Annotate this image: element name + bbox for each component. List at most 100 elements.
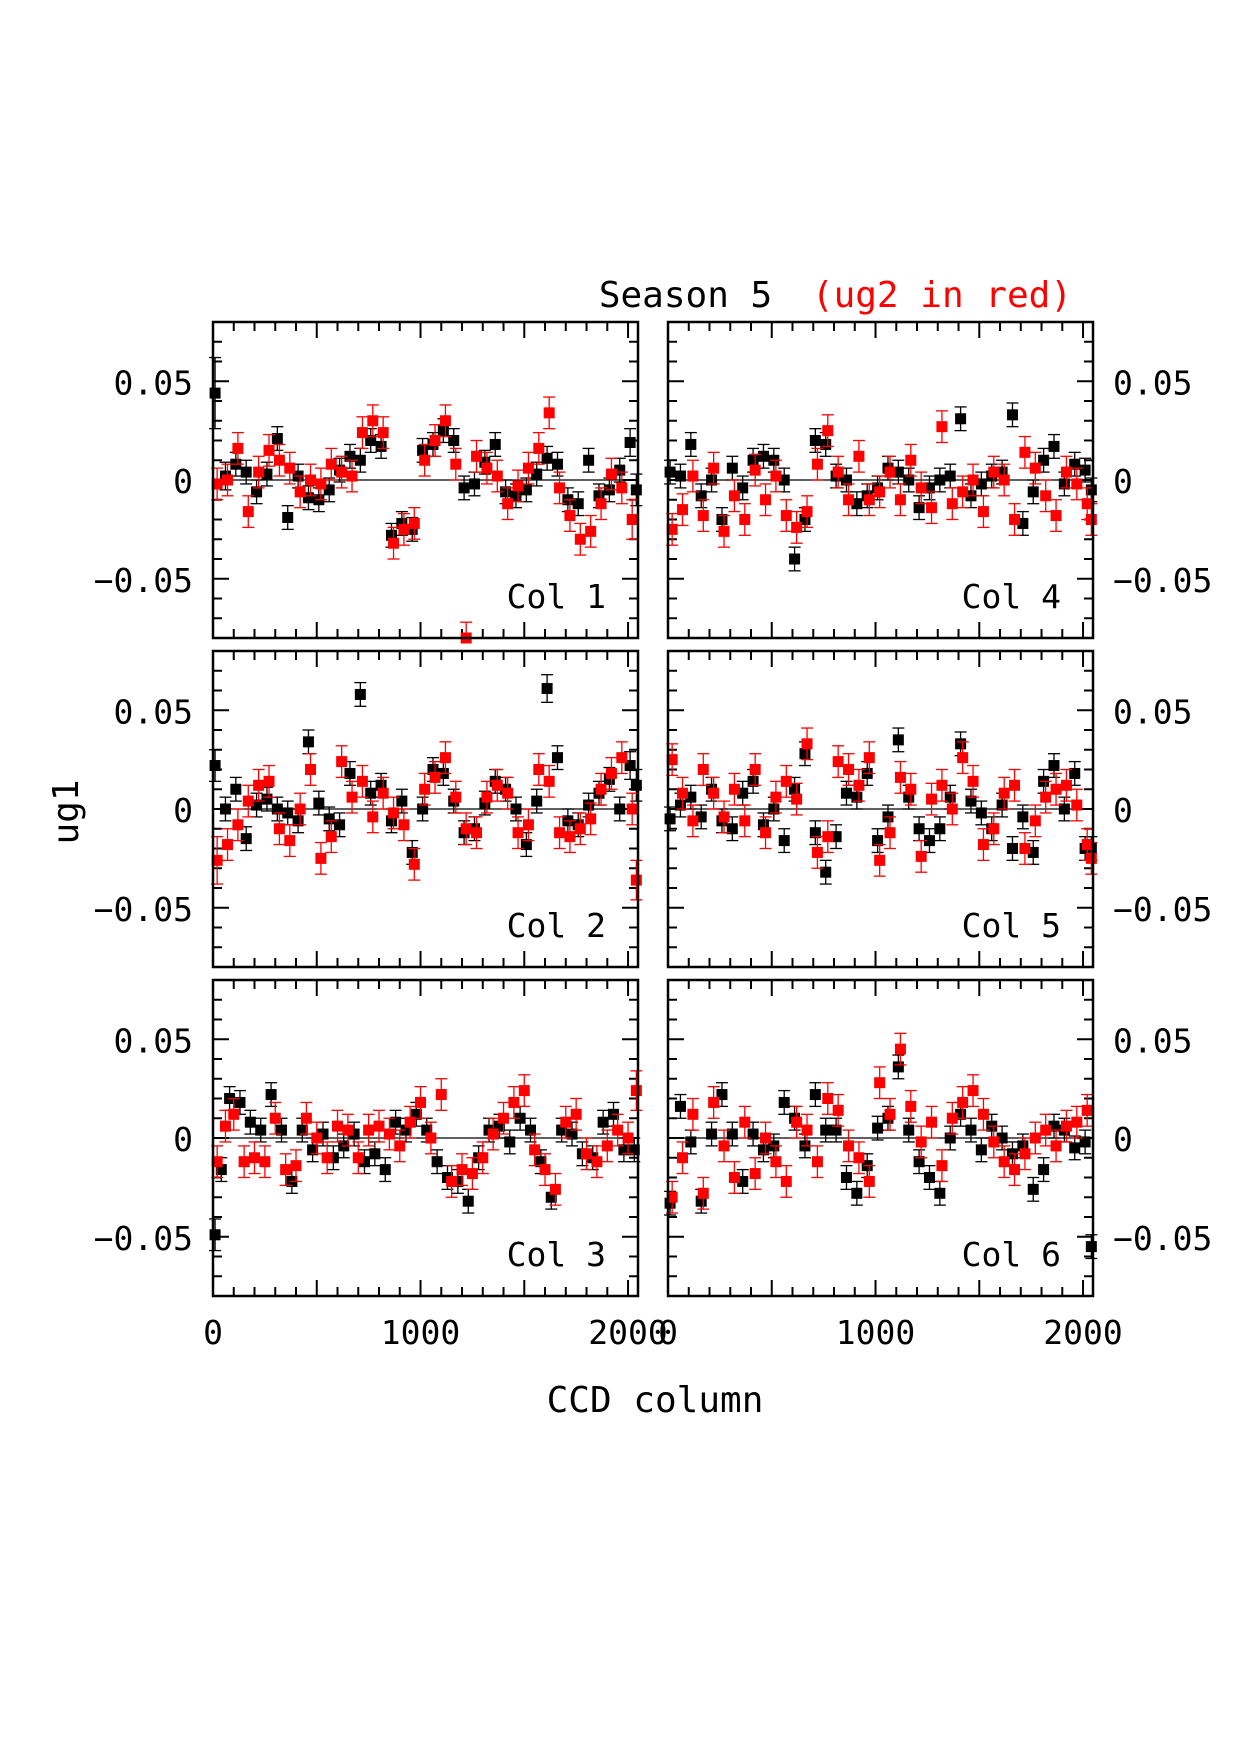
data-point <box>809 1089 821 1101</box>
data-point <box>244 1116 256 1128</box>
data-point <box>560 1116 572 1128</box>
data-point <box>789 553 801 565</box>
data-point <box>618 1144 630 1156</box>
data-point <box>398 819 410 831</box>
data-point <box>685 438 697 450</box>
data-point <box>1060 466 1072 478</box>
data-point <box>739 815 751 827</box>
series-ug2 <box>666 727 1098 877</box>
data-point <box>760 1132 772 1144</box>
data-point <box>346 470 358 482</box>
data-point <box>315 852 327 864</box>
data-point <box>491 779 503 791</box>
data-point <box>327 1152 339 1164</box>
data-point <box>541 452 553 464</box>
data-point <box>259 1156 271 1168</box>
data-point <box>998 787 1010 799</box>
y-tick-label: 0 <box>1113 1120 1133 1159</box>
data-point <box>1027 486 1039 498</box>
data-point <box>408 858 420 870</box>
data-point <box>439 752 451 764</box>
data-point <box>253 779 265 791</box>
data-point <box>415 1096 427 1108</box>
data-point <box>957 752 969 764</box>
data-point <box>377 427 389 439</box>
data-point <box>396 795 408 807</box>
data-point <box>840 787 852 799</box>
data-point <box>425 1132 437 1144</box>
data-point <box>728 1172 740 1183</box>
y-tick-label: −0.05 <box>1113 1219 1212 1258</box>
data-point <box>851 498 863 510</box>
data-point <box>934 474 946 486</box>
data-point <box>344 767 356 779</box>
data-point <box>603 773 615 785</box>
data-point <box>998 1156 1010 1168</box>
data-point <box>946 1112 958 1124</box>
data-point <box>448 435 460 446</box>
data-point <box>695 811 707 823</box>
y-axis-label: ug1 <box>46 779 87 844</box>
data-point <box>481 791 493 803</box>
data-point <box>616 752 628 764</box>
panel-2: −0.05 0 0.05 Col 2 <box>94 649 643 969</box>
data-point <box>535 1156 547 1168</box>
panel-label: Col 5 <box>962 906 1061 945</box>
data-point <box>390 1116 402 1128</box>
data-point <box>863 1175 875 1187</box>
panel-1: −0.05 0 0.05 Col 1 <box>94 320 643 644</box>
y-tick-label: 0 <box>173 791 193 830</box>
data-point <box>820 866 832 878</box>
data-point <box>944 791 956 803</box>
data-point <box>388 537 400 549</box>
data-point <box>332 1120 344 1132</box>
chart-title-main: Season 5 <box>599 275 772 316</box>
data-point <box>242 795 254 807</box>
data-point <box>687 815 699 827</box>
data-point <box>622 1132 634 1144</box>
y-tick-label: 0.05 <box>114 363 193 402</box>
data-point <box>504 1136 516 1148</box>
data-point <box>348 1128 360 1140</box>
data-point <box>697 764 709 775</box>
data-point <box>677 787 689 799</box>
data-point <box>915 482 927 494</box>
data-point <box>996 799 1008 811</box>
data-point <box>1017 1140 1029 1152</box>
data-point <box>296 1124 308 1136</box>
data-point <box>811 458 823 470</box>
data-point <box>697 510 709 522</box>
data-point <box>809 435 821 446</box>
data-point <box>462 1195 474 1207</box>
data-point <box>874 486 886 498</box>
data-point <box>271 803 283 815</box>
x-tick-label: 0 <box>203 1313 223 1352</box>
data-point <box>666 754 678 766</box>
data-point <box>737 482 749 494</box>
data-point <box>903 791 915 803</box>
panel-frame <box>211 320 640 640</box>
data-point <box>863 752 875 764</box>
panel-label: Col 2 <box>507 906 606 945</box>
data-point <box>1027 846 1039 858</box>
data-point <box>977 1108 989 1120</box>
y-tick-label: 0.05 <box>1113 363 1192 402</box>
data-point <box>811 1156 823 1168</box>
data-point <box>255 1124 267 1136</box>
data-point <box>926 793 938 805</box>
data-point <box>211 1156 223 1168</box>
data-point <box>874 1077 886 1089</box>
data-point <box>471 827 483 839</box>
data-point <box>421 1124 433 1136</box>
data-point <box>677 1152 689 1164</box>
data-point <box>431 1156 443 1168</box>
data-point <box>1006 843 1018 854</box>
data-point <box>884 466 896 478</box>
data-point <box>965 1124 977 1136</box>
data-point <box>770 1156 782 1168</box>
data-point <box>630 874 642 886</box>
data-point <box>955 1108 967 1120</box>
data-point <box>591 1156 603 1168</box>
data-point <box>915 850 927 862</box>
y-tick-label: −0.05 <box>1113 561 1212 600</box>
